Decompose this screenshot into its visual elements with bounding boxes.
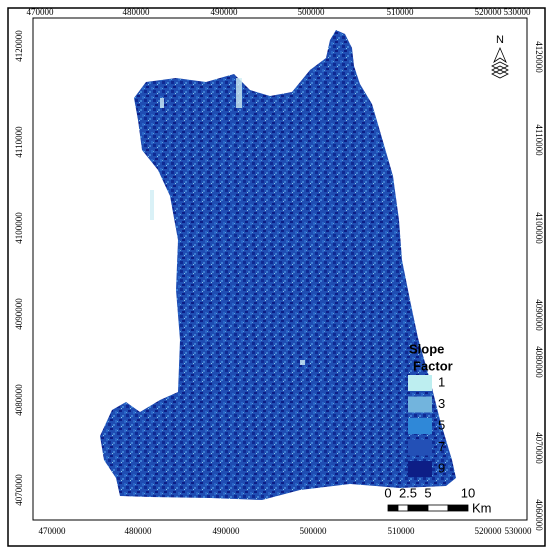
legend-swatch <box>408 396 432 413</box>
left-coord-label: 4110000 <box>14 126 24 158</box>
right-coord-label: 4080000 <box>534 346 544 378</box>
legend-label: 3 <box>438 396 445 411</box>
right-coord-label: 4060000 <box>534 499 544 531</box>
left-coord-label: 4070000 <box>14 474 24 506</box>
north-arrow: N <box>491 34 509 79</box>
scale-segment <box>387 504 399 512</box>
legend-title: Slope <box>409 341 444 356</box>
scale-segment <box>447 504 469 512</box>
top-coord-label: 530000 <box>504 7 532 17</box>
legend-label: 1 <box>438 374 445 389</box>
legend-swatch <box>408 439 432 456</box>
texture-highlights <box>150 78 305 365</box>
bottom-coord-label: 470000 <box>39 526 67 536</box>
right-coord-label: 4090000 <box>534 299 544 331</box>
bottom-coord-label: 510000 <box>388 526 416 536</box>
scale-segment <box>427 504 449 512</box>
legend-title: Factor <box>413 358 453 373</box>
bottom-coord-label: 520000 <box>475 526 503 536</box>
left-coord-label: 4100000 <box>14 212 24 244</box>
legend-swatch <box>408 375 432 391</box>
top-coord-label: 480000 <box>123 7 151 17</box>
right-coord-label: 4110000 <box>534 124 544 156</box>
legend-label: 9 <box>438 460 445 475</box>
outer-frame <box>7 7 546 547</box>
top-coord-label: 520000 <box>475 7 503 17</box>
scale-segment <box>397 504 409 512</box>
left-coord-label: 4090000 <box>14 298 24 330</box>
scale-unit: Km <box>472 500 492 515</box>
map-frame <box>32 17 528 521</box>
right-coord-label: 4100000 <box>534 212 544 244</box>
scale-segment <box>407 504 429 512</box>
top-coord-label: 490000 <box>211 7 239 17</box>
scale-label: 0 <box>384 485 391 500</box>
scale-label: 10 <box>461 485 475 500</box>
scale-label: 2.5 <box>399 485 417 500</box>
legend-label: 7 <box>438 439 445 454</box>
left-coord-label: 4120000 <box>14 30 24 62</box>
left-coord-label: 4080000 <box>14 384 24 416</box>
scale-label: 5 <box>424 485 431 500</box>
bottom-coord-label: 480000 <box>125 526 153 536</box>
study-area <box>100 30 456 500</box>
north-label: N <box>496 34 504 46</box>
legend-swatch <box>408 418 432 434</box>
top-coord-label: 500000 <box>298 7 326 17</box>
bottom-coord-label: 530000 <box>505 526 533 536</box>
top-coord-label: 470000 <box>27 7 55 17</box>
legend-label: 5 <box>438 417 445 432</box>
top-coord-label: 510000 <box>387 7 415 17</box>
bottom-coord-label: 500000 <box>300 526 328 536</box>
right-coord-label: 4120000 <box>534 41 544 73</box>
legend-swatch <box>408 461 432 477</box>
right-coord-label: 4070000 <box>534 432 544 464</box>
bottom-coord-label: 490000 <box>213 526 241 536</box>
